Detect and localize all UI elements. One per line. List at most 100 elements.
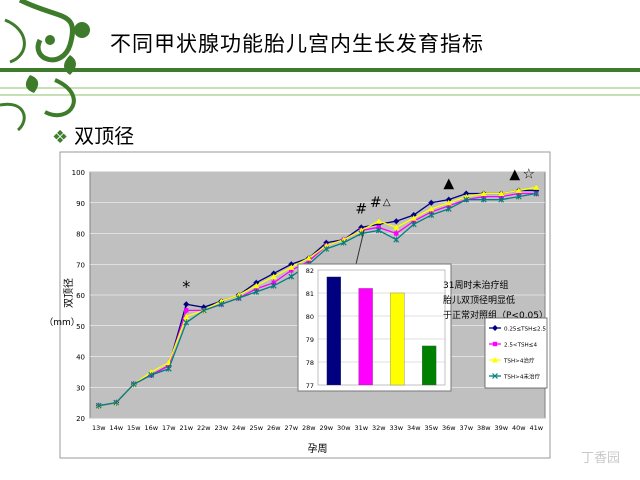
series-point — [270, 282, 277, 289]
series-point — [516, 191, 521, 196]
x-tick-label: 21w — [179, 424, 193, 432]
y-tick-label: 40 — [76, 354, 85, 362]
legend-label: 2.5<TSH≤4 — [504, 343, 537, 349]
series-point — [394, 231, 399, 236]
series-point — [253, 289, 260, 295]
series-point — [428, 212, 435, 218]
series-point — [428, 199, 435, 206]
y-tick-label: 60 — [76, 292, 85, 300]
series-point — [429, 209, 434, 215]
y-tick-label: 20 — [76, 415, 85, 423]
series-point — [410, 212, 417, 219]
annotation-marker: △ — [383, 197, 391, 208]
x-tick-label: 23w — [214, 424, 228, 432]
x-tick-label: 38w — [477, 424, 491, 432]
x-tick-label: 22w — [197, 424, 211, 432]
inset-bar — [358, 288, 373, 386]
x-tick-label: 29w — [319, 424, 333, 432]
x-tick-label: 40w — [512, 424, 526, 432]
inset-bar — [421, 345, 437, 386]
inset-y-tick-label: 79 — [306, 336, 314, 344]
series-point — [480, 190, 487, 197]
x-tick-label: 34w — [407, 424, 421, 432]
x-tick-label: 35w — [424, 424, 438, 432]
legend-label: 0.25≤TSH≤2.5 — [504, 327, 546, 333]
series-point — [410, 221, 417, 228]
series-point — [393, 224, 400, 230]
series-point — [183, 319, 190, 326]
series-point — [445, 205, 452, 212]
series-point — [130, 381, 137, 388]
series-point — [183, 313, 190, 320]
series-line — [98, 186, 537, 407]
series-point — [446, 203, 451, 209]
x-tick-label: 41w — [529, 424, 543, 432]
x-tick-label: 31w — [354, 424, 368, 432]
y-axis-label: 双顶径 — [62, 278, 75, 308]
series-point — [166, 363, 171, 368]
x-tick-label: 39w — [494, 424, 508, 432]
y-tick-label: 50 — [76, 323, 85, 331]
series-point — [533, 184, 540, 190]
x-tick-label: 16w — [144, 424, 158, 432]
series-point — [148, 372, 155, 378]
series-point — [492, 325, 498, 331]
series-point — [393, 218, 400, 225]
series-point — [288, 264, 295, 270]
y-tick-label: 30 — [76, 384, 85, 392]
series-point — [306, 258, 311, 264]
inset-bar — [326, 276, 342, 386]
annotation-marker: * — [182, 277, 190, 296]
inset-y-tick-label: 82 — [306, 267, 314, 275]
series-point — [375, 227, 382, 234]
series-point — [165, 365, 172, 372]
watermark: 丁香园 — [580, 451, 620, 466]
legend-label: TSH>4治疗 — [503, 357, 535, 365]
series-point — [270, 270, 277, 277]
subheading: ❖ 双顶径 — [52, 120, 134, 149]
x-tick-label: 27w — [284, 424, 298, 432]
x-tick-label: 33w — [389, 424, 403, 432]
x-tick-label: 37w — [459, 424, 473, 432]
y-tick-label: 100 — [72, 169, 85, 177]
series-point — [288, 273, 295, 280]
series-point — [95, 402, 102, 409]
x-tick-label: 25w — [249, 424, 263, 432]
series-point — [480, 196, 487, 203]
x-tick-label: 17w — [162, 424, 176, 432]
series-point — [218, 301, 225, 308]
annotation-marker: ▲ — [443, 176, 454, 192]
series-point — [270, 273, 277, 280]
inset-y-tick-label: 81 — [306, 290, 314, 298]
x-tick-label: 36w — [442, 424, 456, 432]
x-tick-label: 24w — [232, 424, 246, 432]
series-point — [411, 219, 416, 224]
series-point — [492, 341, 498, 347]
series-line — [98, 192, 537, 407]
series-point — [463, 196, 470, 203]
series-point — [253, 282, 260, 289]
series-point — [428, 205, 435, 212]
series-point — [288, 261, 295, 268]
inset-note-line: 31周时未治疗组 — [443, 279, 508, 291]
annotation-marker: # — [370, 195, 382, 211]
series-point — [410, 215, 417, 221]
series-point — [323, 245, 330, 252]
series-point — [305, 255, 312, 261]
series-point — [481, 194, 486, 199]
inset-note-line: 胎儿双顶径明显低 — [443, 294, 515, 306]
x-tick-label: 32w — [372, 424, 386, 432]
x-tick-label: 13w — [92, 424, 106, 432]
series-point — [533, 190, 540, 197]
inset-bar — [390, 292, 405, 386]
y-tick-label: 80 — [76, 231, 85, 239]
annotation-marker: # — [355, 201, 367, 217]
series-point — [289, 268, 294, 273]
series-point — [184, 308, 189, 313]
series-point — [445, 196, 452, 203]
annotation-marker: ▲ — [509, 166, 520, 182]
x-axis-label: 孕周 — [308, 443, 328, 455]
series-point — [200, 307, 207, 314]
series-point — [445, 199, 452, 206]
